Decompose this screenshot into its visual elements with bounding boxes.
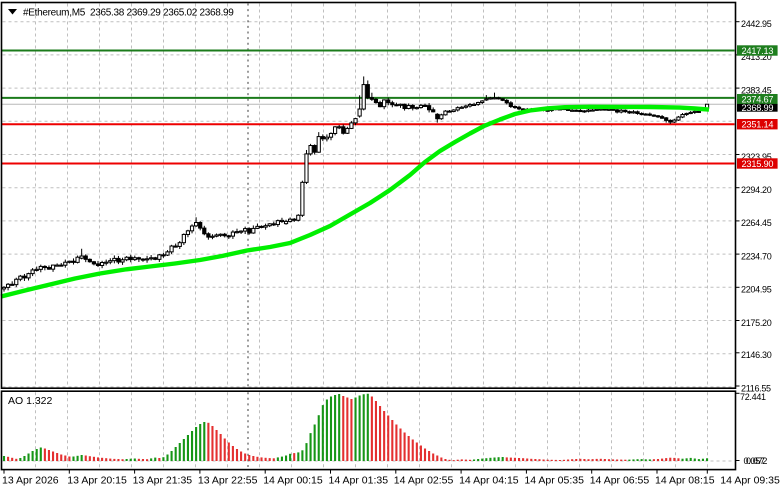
svg-text:2264.45: 2264.45 [741, 218, 772, 228]
svg-text:13 Apr 21:35: 13 Apr 21:35 [133, 475, 193, 487]
svg-text:14 Apr 01:35: 14 Apr 01:35 [329, 475, 389, 487]
svg-text:14 Apr 05:35: 14 Apr 05:35 [524, 475, 584, 487]
svg-text:2383.45: 2383.45 [741, 85, 772, 95]
svg-text:14 Apr 04:15: 14 Apr 04:15 [459, 475, 519, 487]
svg-text:13 Apr 2026: 13 Apr 2026 [2, 475, 59, 487]
svg-text:0.057: 0.057 [744, 456, 765, 466]
svg-text:AO 1.322: AO 1.322 [8, 395, 53, 407]
svg-text:2374.67: 2374.67 [742, 95, 774, 105]
svg-text:14 Apr 00:15: 14 Apr 00:15 [263, 475, 323, 487]
svg-text:2442.95: 2442.95 [741, 19, 772, 29]
svg-text:2234.70: 2234.70 [741, 251, 772, 261]
svg-text:13 Apr 22:55: 13 Apr 22:55 [198, 475, 258, 487]
svg-text:2116.55: 2116.55 [741, 383, 771, 393]
svg-text:2417.13: 2417.13 [742, 46, 774, 56]
svg-text:13 Apr 20:15: 13 Apr 20:15 [67, 475, 127, 487]
svg-text:2413.20: 2413.20 [741, 52, 772, 62]
svg-text:0.072: 0.072 [746, 456, 767, 466]
svg-text:2351.14: 2351.14 [742, 120, 774, 130]
svg-text:14 Apr 08:15: 14 Apr 08:15 [655, 475, 715, 487]
svg-text:2368.99: 2368.99 [742, 103, 774, 113]
svg-text:2204.95: 2204.95 [741, 285, 772, 295]
svg-text:2315.90: 2315.90 [742, 159, 774, 169]
svg-text:2323.95: 2323.95 [741, 152, 772, 162]
svg-text:2294.20: 2294.20 [741, 185, 772, 195]
svg-text:14 Apr 02:55: 14 Apr 02:55 [394, 475, 454, 487]
svg-text:14 Apr 06:55: 14 Apr 06:55 [590, 475, 650, 487]
svg-text:14 Apr 09:35: 14 Apr 09:35 [720, 475, 780, 487]
svg-text:2175.20: 2175.20 [741, 318, 772, 328]
svg-text:72.441: 72.441 [740, 392, 766, 402]
svg-text:2146.30: 2146.30 [741, 350, 772, 360]
svg-text:#Ethereum,M5 2365.38 2369.29: #Ethereum,M5 2365.38 2369.29 2365.02 236… [23, 8, 234, 19]
